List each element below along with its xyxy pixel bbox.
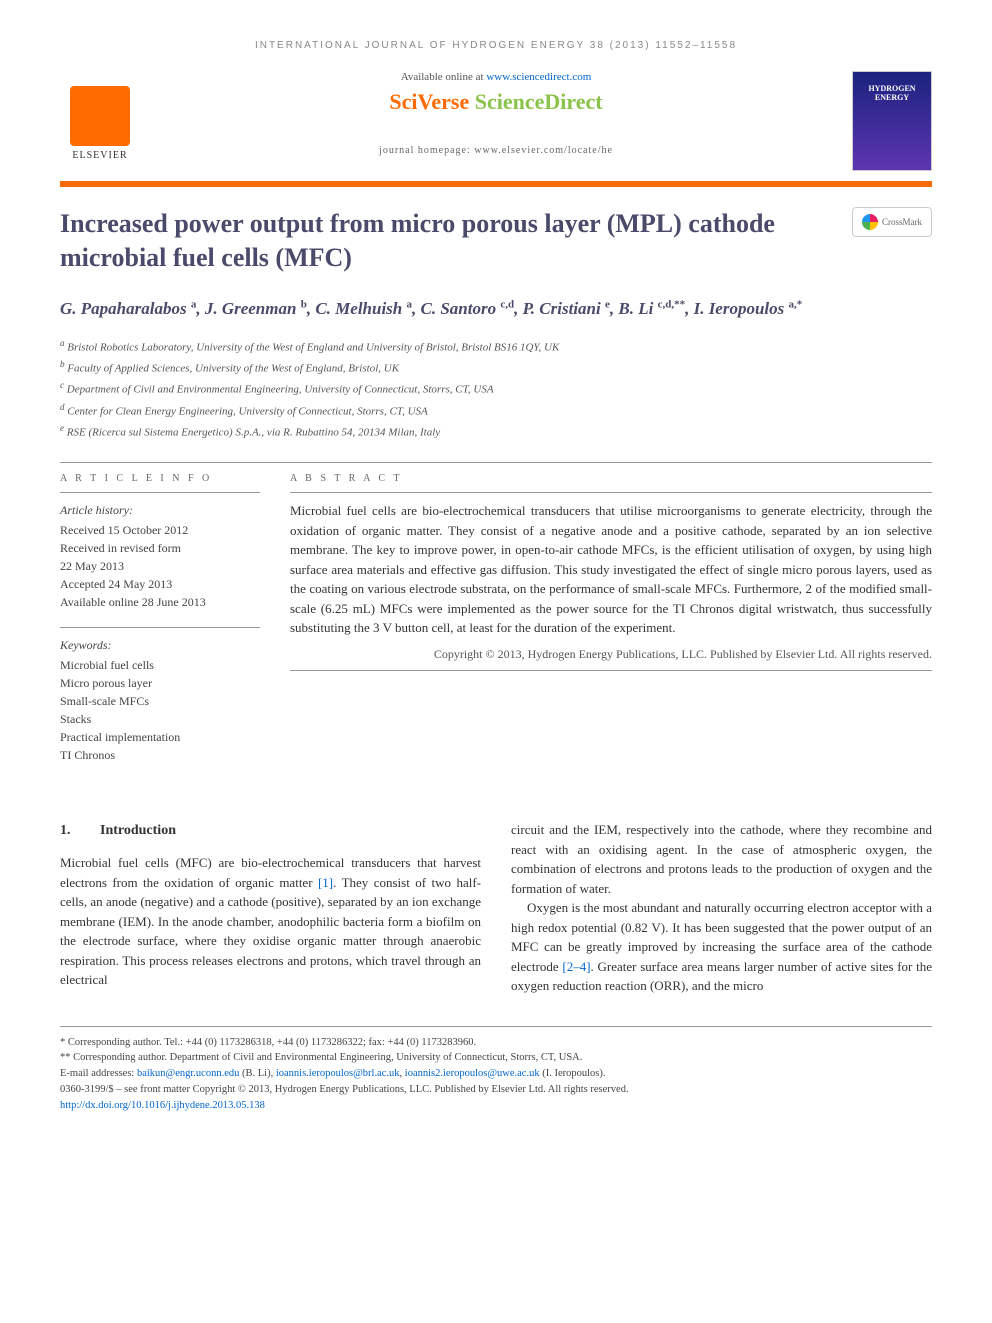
history-line: Accepted 24 May 2013: [60, 575, 260, 593]
body-paragraph: circuit and the IEM, respectively into t…: [511, 820, 932, 898]
history-line: 22 May 2013: [60, 557, 260, 575]
authors: G. Papaharalabos a, J. Greenman b, C. Me…: [60, 295, 932, 322]
section-title: Introduction: [100, 823, 176, 838]
corresponding-author-2: ** Corresponding author. Department of C…: [60, 1050, 932, 1066]
article-info: A R T I C L E I N F O Article history: R…: [60, 473, 260, 780]
affiliation-line: b Faculty of Applied Sciences, Universit…: [60, 357, 932, 378]
abstract-text: Microbial fuel cells are bio-electrochem…: [290, 501, 932, 638]
crossmark-label: CrossMark: [882, 217, 922, 227]
elsevier-logo: ELSEVIER: [60, 71, 140, 161]
divider: [60, 627, 260, 628]
affiliation-line: a Bristol Robotics Laboratory, Universit…: [60, 336, 932, 357]
keyword: Micro porous layer: [60, 674, 260, 692]
body-paragraph: Oxygen is the most abundant and naturall…: [511, 898, 932, 996]
header-center: Available online at www.sciencedirect.co…: [140, 71, 852, 156]
keyword: Practical implementation: [60, 728, 260, 746]
abstract-label: A B S T R A C T: [290, 473, 932, 484]
divider: [290, 492, 932, 493]
title-row: Increased power output from micro porous…: [60, 207, 932, 295]
available-online: Available online at www.sciencedirect.co…: [160, 71, 832, 83]
divider-bar: [60, 181, 932, 187]
issn-line: 0360-3199/$ – see front matter Copyright…: [60, 1082, 932, 1098]
corresponding-author-1: * Corresponding author. Tel.: +44 (0) 11…: [60, 1035, 932, 1051]
sciverse-word: SciVerse: [389, 89, 474, 114]
section-number: 1.: [60, 820, 100, 841]
divider: [60, 492, 260, 493]
info-abstract-row: A R T I C L E I N F O Article history: R…: [60, 473, 932, 780]
email-label: E-mail addresses:: [60, 1068, 137, 1079]
body-text: . They consist of two half-cells, an ano…: [60, 875, 481, 988]
affiliation-line: c Department of Civil and Environmental …: [60, 378, 932, 399]
citation-link[interactable]: [1]: [318, 875, 333, 890]
affiliation-line: e RSE (Ricerca sul Sistema Energetico) S…: [60, 421, 932, 442]
journal-cover-title: HYDROGEN ENERGY: [857, 84, 927, 102]
section-heading: 1.Introduction: [60, 820, 481, 841]
footer: * Corresponding author. Tel.: +44 (0) 11…: [60, 1026, 932, 1114]
elsevier-text: ELSEVIER: [72, 150, 127, 161]
available-prefix: Available online at: [401, 71, 487, 83]
body-paragraph: Microbial fuel cells (MFC) are bio-elect…: [60, 853, 481, 990]
keyword: Small-scale MFCs: [60, 692, 260, 710]
journal-cover: HYDROGEN ENERGY: [852, 71, 932, 171]
crossmark-icon: [862, 214, 878, 230]
email-who: (B. Li),: [239, 1068, 275, 1079]
history-line: Received 15 October 2012: [60, 521, 260, 539]
body-columns: 1.Introduction Microbial fuel cells (MFC…: [60, 820, 932, 996]
email-line: E-mail addresses: baikun@engr.uconn.edu …: [60, 1066, 932, 1082]
affiliation-line: d Center for Clean Energy Engineering, U…: [60, 400, 932, 421]
running-header: INTERNATIONAL JOURNAL OF HYDROGEN ENERGY…: [60, 40, 932, 51]
history-label: Article history:: [60, 501, 260, 519]
citation-link[interactable]: [2–4]: [562, 959, 590, 974]
article-history: Article history: Received 15 October 201…: [60, 501, 260, 611]
affiliations: a Bristol Robotics Laboratory, Universit…: [60, 336, 932, 442]
email-link[interactable]: baikun@engr.uconn.edu: [137, 1068, 239, 1079]
sciencedirect-link[interactable]: www.sciencedirect.com: [486, 71, 591, 83]
divider: [60, 462, 932, 463]
email-link[interactable]: ioannis2.ieropoulos@uwe.ac.uk: [405, 1068, 540, 1079]
copyright-text: Copyright © 2013, Hydrogen Energy Public…: [290, 646, 932, 663]
keywords-label: Keywords:: [60, 636, 260, 654]
crossmark-badge[interactable]: CrossMark: [852, 207, 932, 237]
elsevier-tree-icon: [70, 86, 130, 146]
divider: [290, 670, 932, 671]
email-who: (I. Ieropoulos).: [540, 1068, 606, 1079]
body-column-left: 1.Introduction Microbial fuel cells (MFC…: [60, 820, 481, 996]
keyword: TI Chronos: [60, 746, 260, 764]
header-bar: ELSEVIER Available online at www.science…: [60, 71, 932, 171]
article-info-label: A R T I C L E I N F O: [60, 473, 260, 484]
email-link[interactable]: ioannis.ieropoulos@brl.ac.uk: [276, 1068, 400, 1079]
sciencedirect-word: ScienceDirect: [475, 89, 603, 114]
article-title: Increased power output from micro porous…: [60, 207, 832, 275]
history-line: Received in revised form: [60, 539, 260, 557]
keyword: Stacks: [60, 710, 260, 728]
journal-homepage: journal homepage: www.elsevier.com/locat…: [160, 145, 832, 156]
history-line: Available online 28 June 2013: [60, 593, 260, 611]
keyword: Microbial fuel cells: [60, 656, 260, 674]
doi-link[interactable]: http://dx.doi.org/10.1016/j.ijhydene.201…: [60, 1100, 265, 1111]
abstract-column: A B S T R A C T Microbial fuel cells are…: [290, 473, 932, 780]
sciverse-logo: SciVerse ScienceDirect: [160, 89, 832, 115]
body-column-right: circuit and the IEM, respectively into t…: [511, 820, 932, 996]
keywords-block: Keywords: Microbial fuel cellsMicro poro…: [60, 636, 260, 764]
